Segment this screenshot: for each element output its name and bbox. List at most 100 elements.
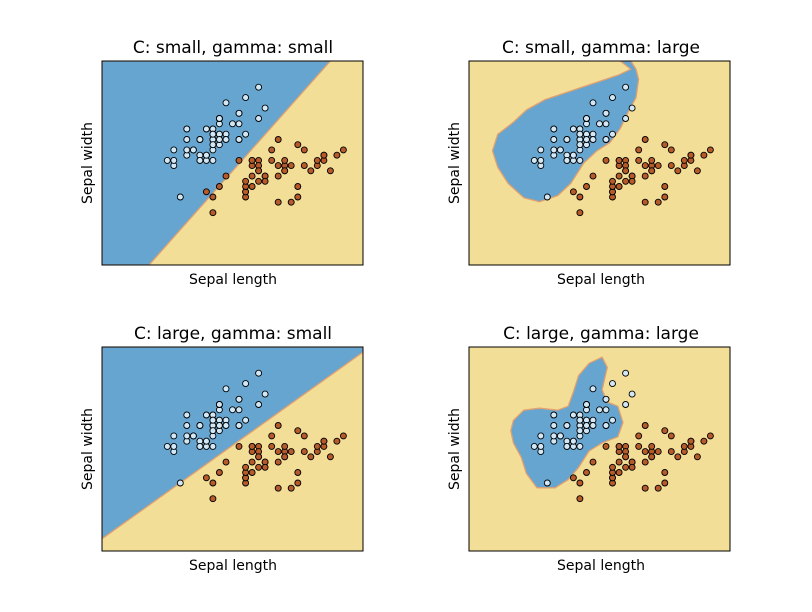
scatter-point-class-b [622, 167, 630, 175]
scatter-point-class-b [628, 463, 636, 471]
scatter-point-class-a [209, 130, 217, 138]
scatter-point-class-a [196, 136, 204, 143]
scatter-point-class-a [170, 156, 178, 164]
scatter-point-class-b [255, 167, 263, 175]
scatter-point-class-a [261, 390, 269, 398]
scatter-point-class-b [339, 146, 347, 154]
scatter-point-class-a [563, 442, 571, 450]
scatter-point-class-b [261, 463, 269, 471]
subplot-2-x-label: Sepal length [557, 272, 645, 288]
scatter-point-class-b [255, 463, 263, 471]
scatter-point-class-b [641, 422, 649, 429]
scatter-point-class-b [248, 156, 256, 164]
scatter-point-class-a [183, 125, 191, 133]
plot-frame [468, 60, 731, 266]
scatter-point-class-a [602, 136, 610, 143]
scatter-point-class-a [222, 99, 230, 107]
scatter-point-class-a [183, 136, 191, 143]
scatter-point-class-b [654, 484, 662, 492]
scatter-point-class-b [320, 437, 328, 445]
scatter-point-class-b [300, 448, 308, 456]
scatter-point-class-b [268, 156, 276, 164]
scatter-point-class-b [287, 198, 295, 206]
scatter-point-class-a [229, 406, 236, 414]
scatter-point-class-b [615, 156, 623, 164]
scatter-point-class-a [609, 416, 616, 424]
scatter-point-class-b [615, 183, 623, 190]
subplot-2-y-label: Sepal width [447, 122, 463, 204]
subplot-2-plot-area [468, 60, 731, 266]
scatter-point-class-a [530, 442, 538, 450]
scatter-point-class-b [294, 193, 302, 201]
scatter-point-class-b [576, 209, 584, 217]
scatter-point-class-a [563, 156, 571, 164]
subplot-3-x-label: Sepal length [189, 558, 277, 574]
subplot-3-title: C: large, gamma: small [134, 324, 332, 344]
scatter-point-class-a [189, 146, 197, 154]
scatter-point-class-b [654, 162, 662, 170]
scatter-point-class-a [589, 136, 597, 143]
scatter-point-class-a [576, 416, 584, 424]
scatter-point-class-b [661, 479, 669, 487]
scatter-point-class-b [687, 151, 695, 159]
scatter-point-class-a [569, 151, 577, 159]
scatter-point-class-b [242, 177, 250, 185]
scatter-point-class-a [209, 416, 217, 424]
scatter-point-class-b [281, 453, 289, 461]
scatter-point-class-a [576, 141, 584, 149]
scatter-point-class-a [176, 479, 184, 487]
scatter-point-class-b [674, 167, 682, 175]
scatter-point-class-a [583, 136, 590, 143]
scatter-point-class-a [196, 422, 204, 429]
scatter-point-class-b [222, 458, 230, 466]
scatter-point-class-b [602, 442, 610, 450]
scatter-point-class-a [537, 146, 545, 154]
scatter-point-class-a [235, 120, 243, 128]
scatter-point-class-b [609, 463, 616, 471]
scatter-point-class-a [583, 422, 590, 429]
scatter-point-class-b [648, 442, 656, 450]
scatter-point-class-a [589, 422, 597, 429]
scatter-point-class-b [274, 484, 282, 492]
scatter-point-class-b [641, 136, 649, 143]
scatter-point-class-a [609, 94, 616, 102]
scatter-point-class-b [326, 167, 334, 175]
scatter-point-class-a [550, 146, 558, 154]
scatter-point-class-b [215, 183, 223, 190]
scatter-point-class-a [196, 442, 204, 450]
scatter-point-class-a [235, 422, 243, 429]
scatter-point-class-b [654, 198, 662, 206]
scatter-point-class-b [268, 442, 276, 450]
scatter-point-class-a [255, 115, 263, 122]
scatter-point-class-b [268, 146, 276, 154]
scatter-point-class-a [550, 432, 558, 440]
scatter-point-class-b [274, 458, 282, 466]
scatter-point-class-b [654, 448, 662, 456]
scatter-point-class-b [268, 432, 276, 440]
scatter-point-class-b [287, 448, 295, 456]
scatter-point-class-b [209, 209, 217, 217]
scatter-point-class-b [287, 484, 295, 492]
scatter-point-class-a [209, 427, 217, 435]
scatter-point-class-b [635, 146, 643, 154]
scatter-point-class-b [615, 172, 623, 180]
subplot-1-title: C: small, gamma: small [133, 38, 333, 58]
scatter-point-class-b [687, 437, 695, 445]
scatter-point-class-b [313, 156, 321, 164]
plot-frame [101, 60, 364, 266]
scatter-point-class-a [163, 442, 171, 450]
scatter-point-class-a [609, 380, 616, 388]
scatter-point-class-a [242, 416, 250, 424]
scatter-point-class-b [609, 177, 616, 185]
scatter-point-class-a [222, 385, 230, 393]
scatter-point-class-b [661, 193, 669, 201]
scatter-point-class-a [235, 406, 243, 414]
scatter-point-class-a [622, 115, 630, 122]
scatter-point-class-b [667, 432, 675, 440]
scatter-point-class-b [680, 156, 688, 164]
scatter-point-class-b [222, 172, 230, 180]
subplot-1-y-label: Sepal width [80, 122, 96, 204]
scatter-point-class-a [215, 422, 223, 429]
scatter-point-class-b [235, 156, 243, 164]
